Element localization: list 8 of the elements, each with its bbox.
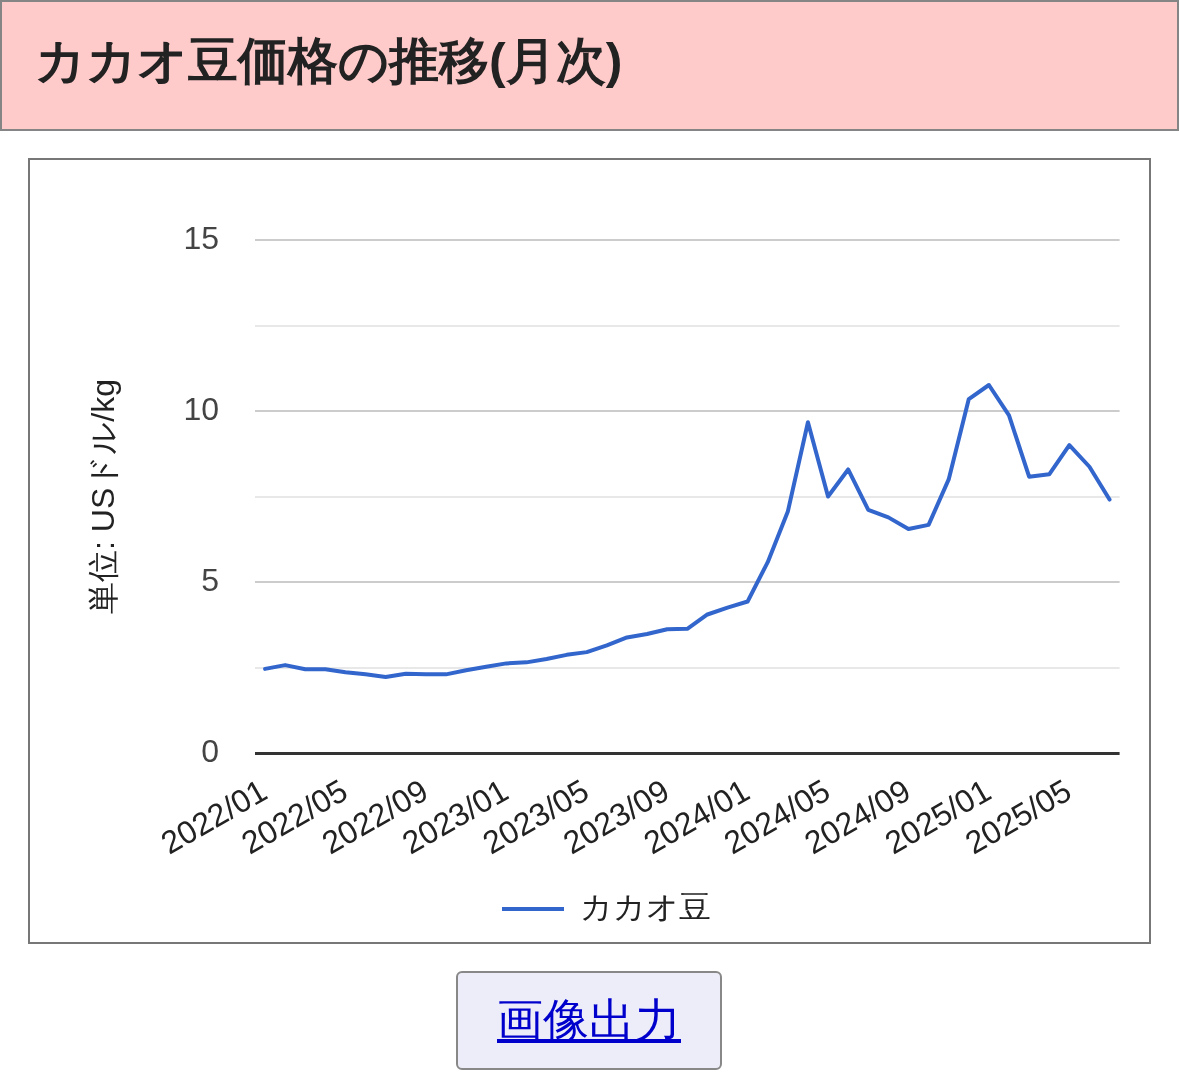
y-tick-label: 10	[183, 390, 219, 427]
y-axis-title: 単位: USドル/kg	[85, 379, 122, 614]
y-tick-label: 0	[201, 732, 219, 769]
export-image-button[interactable]: 画像出力	[456, 971, 722, 1070]
chart-title: カカオ豆価格の推移(月次)	[35, 32, 623, 91]
legend-label: カカオ豆	[580, 888, 711, 925]
y-tick-label: 15	[183, 219, 219, 256]
y-tick-label: 5	[201, 561, 219, 598]
